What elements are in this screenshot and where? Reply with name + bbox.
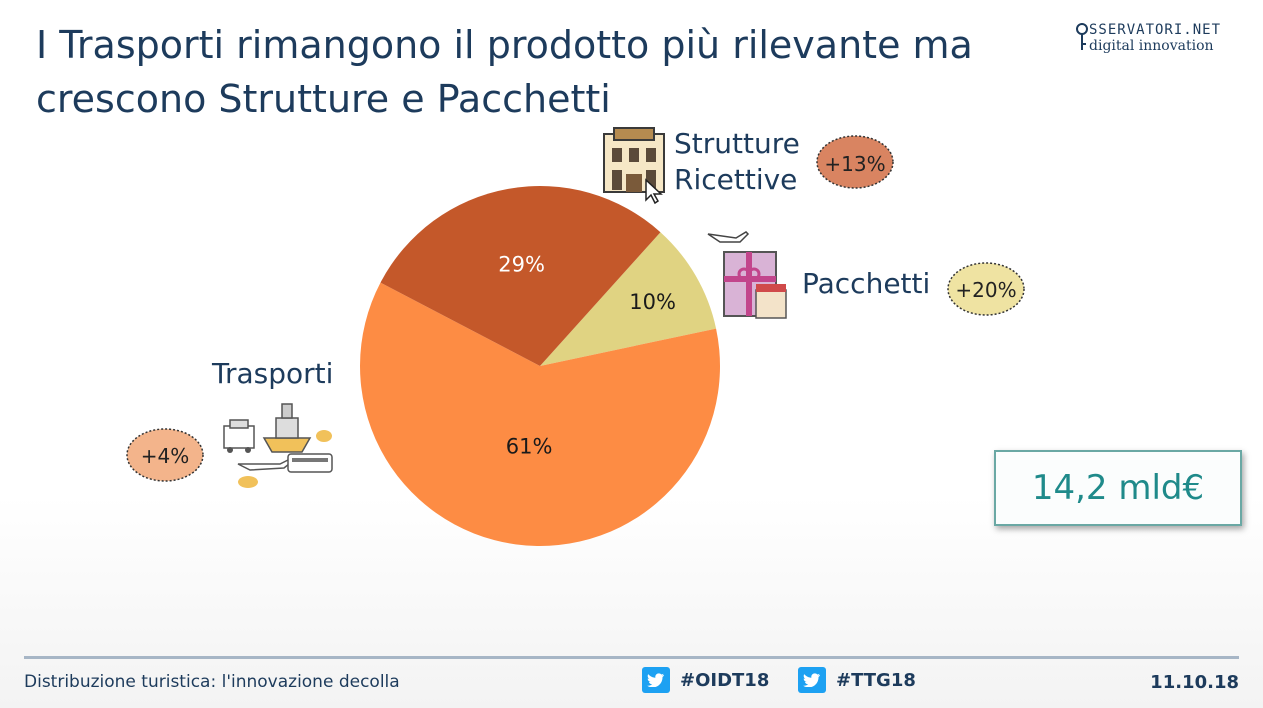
hashtag-ttg18[interactable]: #TTG18 [798,667,916,693]
total-value: 14,2 mld€ [1031,468,1205,508]
label-strutture: Strutture Ricettive [674,126,800,198]
badge-strutture: +13% [816,135,894,189]
footer-date: 11.10.18 [1150,672,1239,693]
twitter-icon [642,667,670,693]
pie-slice-pacchetti [540,232,717,366]
label-trasporti: Trasporti [212,357,334,390]
total-box: 14,2 mld€ [994,450,1242,526]
hashtag-oidt18-text: #OIDT18 [680,669,770,691]
hashtag-ttg18-text: #TTG18 [836,669,916,691]
hashtag-oidt18[interactable]: #OIDT18 [642,667,769,693]
footer-divider [24,656,1239,659]
transport-icon [223,403,333,488]
badge-trasporti: +4% [126,428,204,482]
pie-label-strutture-ricettive: 29% [498,253,545,277]
logo-line2: digital innovation [1089,38,1214,54]
pie-slice-trasporti [360,282,721,546]
pie-label-pacchetti: 10% [629,290,676,314]
badge-pacchetti: +20% [947,262,1025,316]
label-strutture-line1: Strutture [674,127,800,160]
badge-pacchetti-text: +20% [955,278,1016,302]
pie-slice-strutture-ricettive [380,186,661,366]
badge-strutture-text: +13% [824,152,885,176]
footer-subtitle: Distribuzione turistica: l'innovazione d… [24,672,400,692]
badge-trasporti-text: +4% [141,444,190,468]
label-pacchetti: Pacchetti [802,267,931,300]
logo-line1: SSERVATORI.NET [1089,22,1222,38]
pie-label-trasporti: 61% [506,434,553,458]
slide-title: I Trasporti rimangono il prodotto più ri… [36,23,973,121]
label-strutture-line2: Ricettive [674,163,798,196]
plane-gift-icon [707,231,787,319]
twitter-icon [798,667,826,693]
key-icon [1076,23,1088,50]
hotel-icon [603,127,665,205]
osservatori-logo: SSERVATORI.NET digital innovation [1075,22,1235,66]
